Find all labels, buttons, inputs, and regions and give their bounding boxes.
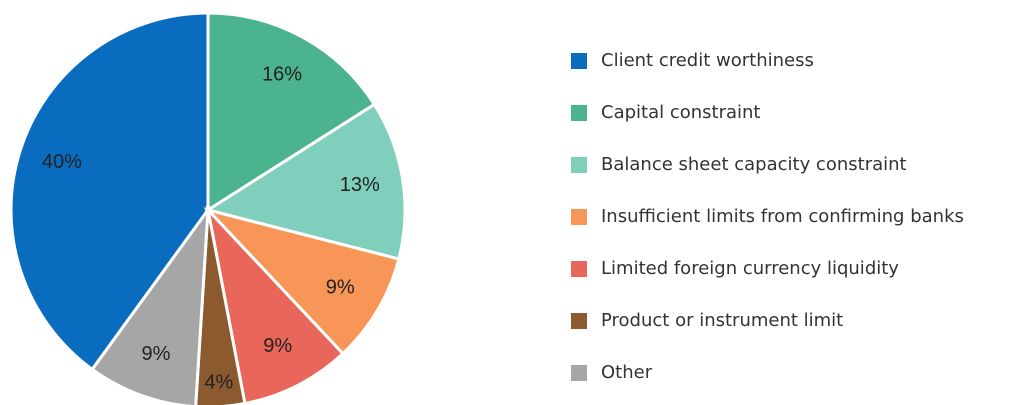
legend-swatch <box>571 261 587 277</box>
pie-slice <box>205 205 345 405</box>
value-label: 4% <box>204 371 233 393</box>
value-label: 16% <box>262 64 302 86</box>
legend-label: Other <box>601 362 653 383</box>
value-label: 13% <box>340 174 380 196</box>
pie-slice <box>206 11 377 213</box>
legend-swatch <box>571 105 587 121</box>
legend-swatch <box>571 209 587 225</box>
pie-slice <box>204 102 407 261</box>
legend-label: Client credit worthiness <box>601 50 814 71</box>
pie-slice <box>194 209 247 405</box>
value-label: 9% <box>141 343 170 365</box>
legend-label: Insufficient limits from confirming bank… <box>601 206 964 227</box>
legend-label: Product or instrument limit <box>601 310 843 331</box>
legend-swatch <box>571 157 587 173</box>
value-label: 9% <box>263 335 292 357</box>
legend-label: Limited foreign currency liquidity <box>601 258 899 279</box>
legend-swatch <box>571 313 587 329</box>
legend-swatch <box>571 53 587 69</box>
legend-swatch <box>571 365 587 381</box>
pie-slice <box>203 207 401 356</box>
pie-slice <box>9 11 210 372</box>
legend-label: Balance sheet capacity constraint <box>601 154 907 175</box>
value-label: 40% <box>42 151 82 173</box>
pie-slice <box>90 204 210 405</box>
value-label: 9% <box>326 277 355 299</box>
legend-label: Capital constraint <box>601 102 761 123</box>
